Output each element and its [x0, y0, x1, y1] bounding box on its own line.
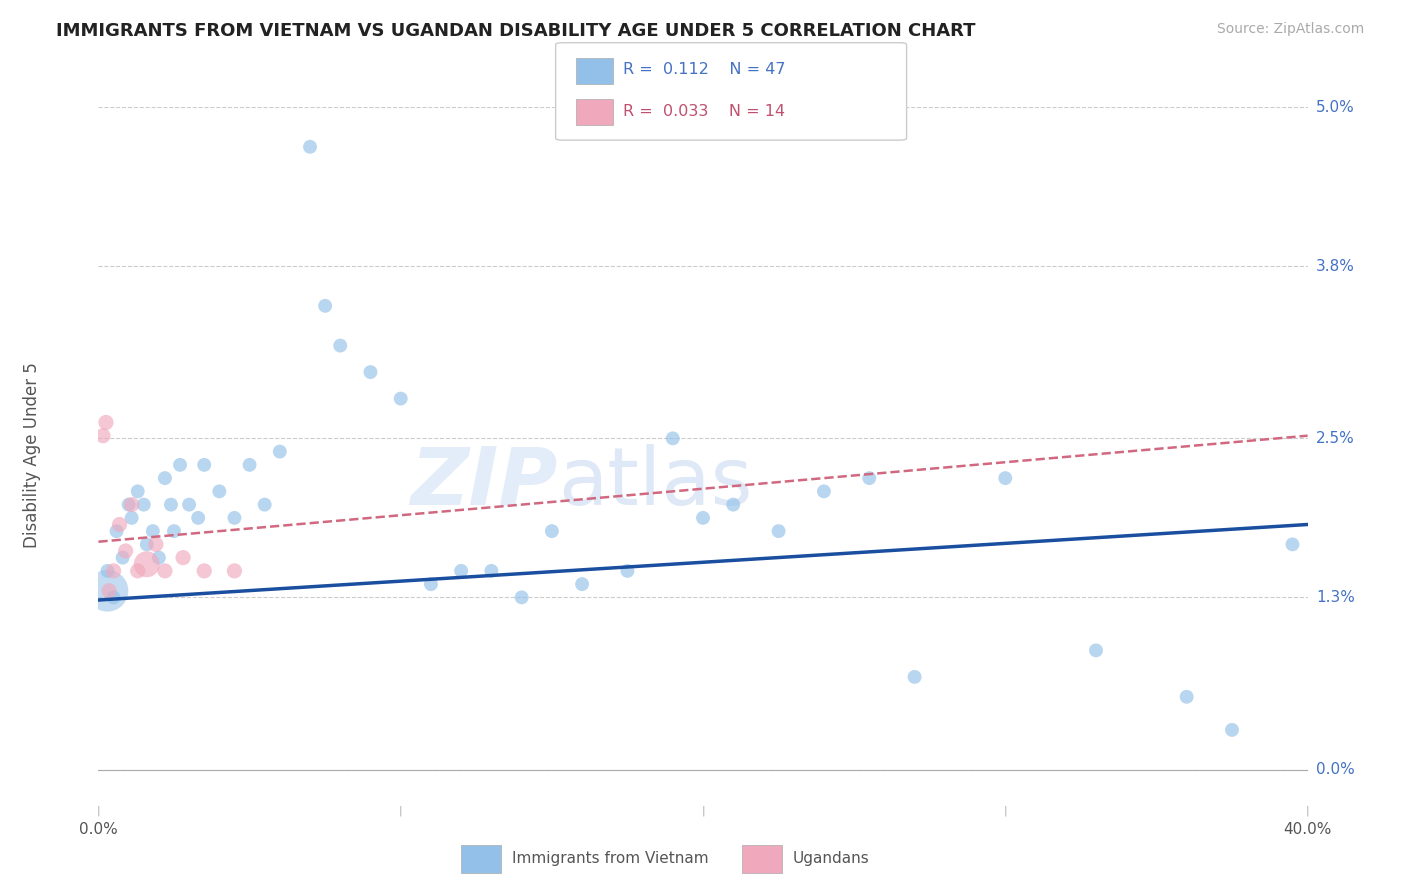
Point — [389, 392, 412, 406]
Point — [208, 484, 231, 499]
Text: |: | — [702, 805, 704, 816]
Point — [172, 550, 194, 565]
Point — [858, 471, 880, 485]
Point — [121, 498, 143, 512]
Point — [661, 431, 683, 445]
Point — [360, 365, 382, 379]
Point — [153, 564, 176, 578]
Text: 1.3%: 1.3% — [1316, 590, 1355, 605]
Bar — [742, 845, 782, 872]
Point — [179, 498, 201, 512]
Point — [224, 511, 246, 525]
Point — [103, 564, 125, 578]
Point — [904, 670, 927, 684]
Text: atlas: atlas — [558, 443, 752, 522]
Point — [163, 524, 186, 538]
Point — [193, 458, 215, 472]
Point — [108, 517, 131, 532]
Point — [187, 511, 209, 525]
Point — [121, 511, 143, 525]
Point — [160, 498, 183, 512]
Point — [96, 583, 118, 598]
Point — [118, 498, 141, 512]
Point — [723, 498, 745, 512]
Text: IMMIGRANTS FROM VIETNAM VS UGANDAN DISABILITY AGE UNDER 5 CORRELATION CHART: IMMIGRANTS FROM VIETNAM VS UGANDAN DISAB… — [56, 22, 976, 40]
Point — [329, 338, 352, 352]
Point — [314, 299, 336, 313]
Text: |: | — [1306, 805, 1309, 816]
Text: Immigrants from Vietnam: Immigrants from Vietnam — [512, 851, 709, 866]
Point — [616, 564, 638, 578]
Point — [481, 564, 503, 578]
Text: |: | — [97, 805, 100, 816]
Text: 5.0%: 5.0% — [1316, 100, 1354, 114]
Point — [450, 564, 472, 578]
Point — [540, 524, 562, 538]
Text: R =  0.033    N = 14: R = 0.033 N = 14 — [623, 103, 786, 119]
Point — [253, 498, 276, 512]
Point — [299, 140, 322, 154]
Text: 0.0%: 0.0% — [79, 822, 118, 838]
Text: R =  0.112    N = 47: R = 0.112 N = 47 — [623, 62, 786, 78]
Point — [510, 591, 533, 605]
Point — [135, 537, 157, 551]
Point — [94, 416, 117, 430]
Point — [103, 591, 125, 605]
Text: ZIP: ZIP — [411, 443, 558, 522]
Text: |: | — [399, 805, 402, 816]
Bar — [576, 99, 613, 125]
Point — [127, 564, 149, 578]
Point — [193, 564, 215, 578]
Point — [224, 564, 246, 578]
Point — [132, 498, 155, 512]
Point — [142, 524, 165, 538]
Point — [571, 577, 593, 591]
Point — [420, 577, 443, 591]
Point — [1085, 643, 1108, 657]
Point — [169, 458, 191, 472]
Point — [127, 484, 149, 499]
Point — [148, 550, 170, 565]
Bar — [461, 845, 501, 872]
Text: 2.5%: 2.5% — [1316, 431, 1354, 446]
Point — [114, 544, 136, 558]
Bar — [576, 58, 613, 84]
Point — [105, 524, 128, 538]
Text: Ugandans: Ugandans — [793, 851, 870, 866]
Text: 0.0%: 0.0% — [1316, 762, 1354, 777]
Point — [768, 524, 790, 538]
Point — [91, 428, 114, 442]
Point — [135, 558, 157, 572]
Point — [111, 550, 134, 565]
Text: 3.8%: 3.8% — [1316, 259, 1355, 274]
Text: |: | — [1004, 805, 1007, 816]
Point — [1281, 537, 1303, 551]
Point — [96, 564, 118, 578]
Point — [269, 444, 291, 458]
Text: Disability Age Under 5: Disability Age Under 5 — [22, 362, 41, 548]
Point — [153, 471, 176, 485]
Point — [1175, 690, 1198, 704]
FancyBboxPatch shape — [555, 43, 907, 140]
Point — [1220, 723, 1243, 737]
Text: 40.0%: 40.0% — [1284, 822, 1331, 838]
Point — [692, 511, 714, 525]
Point — [98, 583, 121, 598]
Point — [145, 537, 167, 551]
Point — [239, 458, 262, 472]
Text: Source: ZipAtlas.com: Source: ZipAtlas.com — [1216, 22, 1364, 37]
Point — [813, 484, 835, 499]
Point — [994, 471, 1017, 485]
